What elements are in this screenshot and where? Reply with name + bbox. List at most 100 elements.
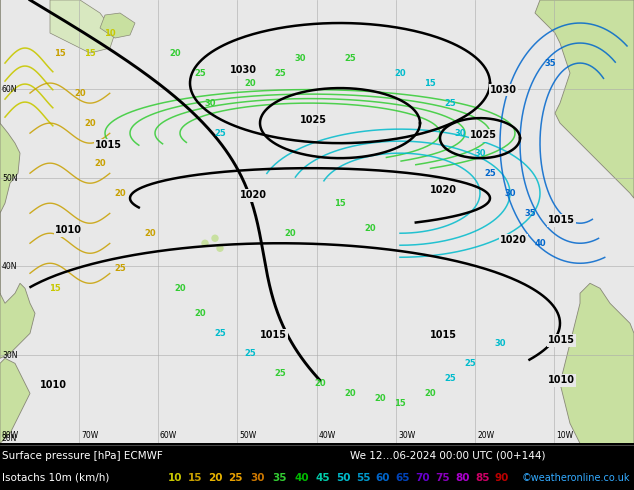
Text: 30: 30 (294, 53, 306, 63)
Text: 10: 10 (168, 473, 182, 483)
Text: 20: 20 (394, 69, 406, 77)
Text: 1015: 1015 (95, 140, 122, 150)
Text: ©weatheronline.co.uk: ©weatheronline.co.uk (522, 473, 630, 483)
Polygon shape (0, 0, 35, 358)
Text: 25: 25 (464, 359, 476, 368)
Text: 20: 20 (144, 229, 156, 238)
Text: 15: 15 (49, 284, 61, 293)
Text: 15: 15 (394, 399, 406, 408)
Text: 25: 25 (444, 374, 456, 383)
Text: 15: 15 (54, 49, 66, 57)
Text: 25: 25 (228, 473, 242, 483)
Text: 1015: 1015 (548, 215, 575, 225)
Text: 25: 25 (214, 129, 226, 138)
Text: 20: 20 (194, 309, 206, 318)
Text: 20: 20 (344, 389, 356, 398)
Text: 30: 30 (495, 339, 506, 348)
Polygon shape (560, 283, 634, 443)
Text: 55: 55 (356, 473, 370, 483)
Text: 30W: 30W (398, 432, 415, 441)
Text: 35: 35 (544, 59, 556, 68)
Text: 35: 35 (524, 209, 536, 218)
Text: 25: 25 (114, 264, 126, 273)
Text: 15: 15 (84, 49, 96, 57)
Text: 40N: 40N (2, 262, 18, 271)
Text: 1010: 1010 (55, 225, 82, 235)
Text: 1010: 1010 (40, 380, 67, 391)
Text: 20: 20 (244, 78, 256, 88)
Text: 20: 20 (364, 224, 376, 233)
Text: 25: 25 (194, 69, 206, 77)
Text: 30: 30 (504, 189, 515, 197)
Text: 15: 15 (188, 473, 202, 483)
Text: 30: 30 (474, 148, 486, 158)
Text: 20: 20 (94, 159, 106, 168)
Text: 25: 25 (444, 98, 456, 108)
Text: 20: 20 (208, 473, 223, 483)
Text: 70W: 70W (81, 432, 98, 441)
Text: 20: 20 (314, 379, 326, 388)
Text: 20: 20 (284, 229, 296, 238)
Text: 25: 25 (274, 69, 286, 77)
Text: 1015: 1015 (260, 330, 287, 341)
Text: 50: 50 (336, 473, 350, 483)
Text: 20: 20 (74, 89, 86, 98)
Text: 20: 20 (84, 119, 96, 127)
Text: 40: 40 (534, 239, 546, 248)
Text: 50N: 50N (2, 173, 18, 183)
Text: 20: 20 (169, 49, 181, 57)
Circle shape (217, 245, 223, 251)
Text: 1020: 1020 (500, 235, 527, 245)
Text: 1020: 1020 (430, 185, 457, 195)
Text: 60: 60 (376, 473, 391, 483)
Text: 25: 25 (344, 53, 356, 63)
Text: 1025: 1025 (470, 130, 497, 140)
Text: 35: 35 (273, 473, 287, 483)
Text: 30: 30 (204, 98, 216, 108)
Text: 30N: 30N (2, 351, 18, 360)
Text: 75: 75 (436, 473, 450, 483)
Polygon shape (0, 358, 30, 443)
Text: 1030: 1030 (230, 65, 257, 75)
Text: 1015: 1015 (548, 335, 575, 345)
Text: 10W: 10W (556, 432, 573, 441)
Text: Surface pressure [hPa] ECMWF: Surface pressure [hPa] ECMWF (2, 451, 163, 461)
Text: 45: 45 (316, 473, 330, 483)
Text: 20: 20 (374, 394, 386, 403)
Text: Isotachs 10m (km/h): Isotachs 10m (km/h) (2, 473, 110, 483)
Text: 20: 20 (174, 284, 186, 293)
Text: 40: 40 (295, 473, 309, 483)
Text: 20: 20 (424, 389, 436, 398)
Circle shape (212, 235, 218, 241)
Text: 15: 15 (334, 199, 346, 208)
Text: 25: 25 (274, 369, 286, 378)
Text: 20: 20 (114, 189, 126, 197)
Text: 1015: 1015 (430, 330, 457, 341)
Text: 60N: 60N (2, 85, 18, 94)
Text: 30: 30 (251, 473, 265, 483)
Text: 80: 80 (456, 473, 470, 483)
Text: We 12…06-2024 00:00 UTC (00+144): We 12…06-2024 00:00 UTC (00+144) (350, 451, 545, 461)
Text: 1025: 1025 (300, 115, 327, 125)
Polygon shape (100, 13, 135, 38)
Text: 20W: 20W (477, 432, 494, 441)
Circle shape (202, 240, 208, 246)
Text: 40W: 40W (319, 432, 336, 441)
Text: 1010: 1010 (548, 375, 575, 386)
Text: 25: 25 (484, 169, 496, 178)
Text: 1020: 1020 (240, 190, 267, 200)
Text: 25: 25 (244, 349, 256, 358)
Text: 85: 85 (476, 473, 490, 483)
Text: 80W: 80W (2, 432, 19, 441)
Text: 60W: 60W (160, 432, 178, 441)
Polygon shape (535, 0, 634, 198)
Text: 70: 70 (416, 473, 430, 483)
Text: 50W: 50W (239, 432, 256, 441)
Text: 15: 15 (424, 78, 436, 88)
Text: 25: 25 (214, 329, 226, 338)
Text: 30: 30 (454, 129, 466, 138)
Text: 90: 90 (495, 473, 509, 483)
Text: 10: 10 (104, 28, 116, 38)
Polygon shape (50, 0, 115, 53)
Text: 65: 65 (396, 473, 410, 483)
